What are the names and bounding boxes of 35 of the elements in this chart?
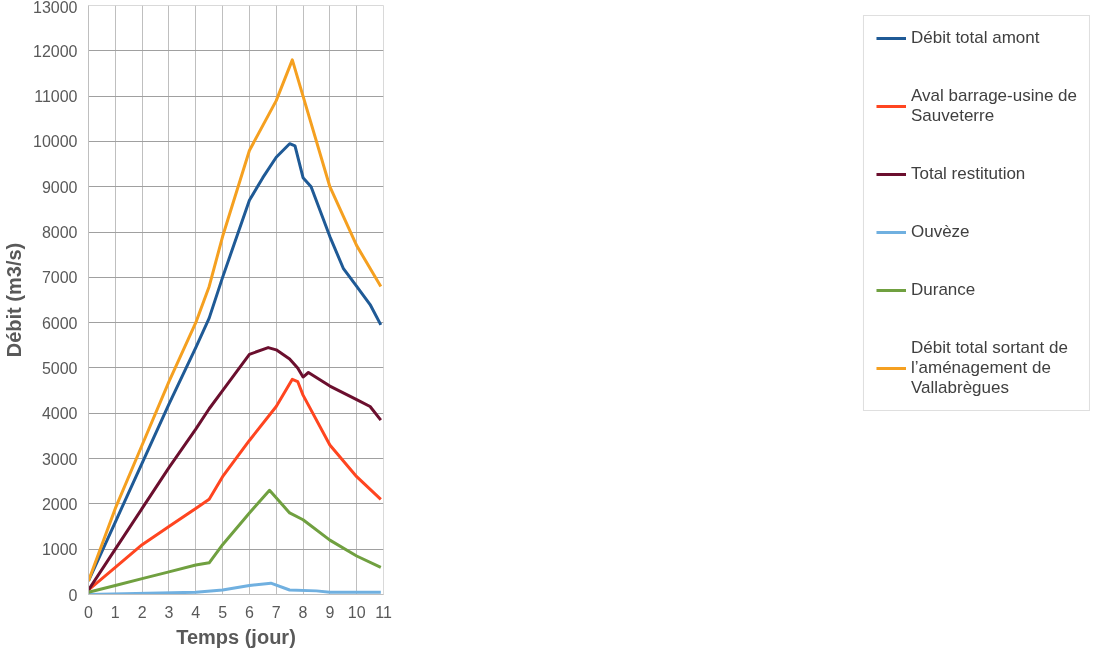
x-tick-label: 11 (375, 603, 392, 621)
x-tick-label: 6 (244, 603, 254, 621)
x-tick-label: 5 (218, 603, 228, 621)
x-tick-label: 10 (347, 603, 366, 621)
y-tick-label: 10000 (33, 133, 78, 151)
x-tick-label: 9 (325, 603, 335, 621)
y-tick-label: 3000 (41, 450, 78, 468)
line-series (88, 58, 383, 583)
x-tick-label: 8 (298, 603, 308, 621)
y-tick-label: 0 (68, 586, 78, 604)
x-tick-label: 2 (137, 603, 147, 621)
y-tick-label: 12000 (33, 42, 78, 60)
x-tick-label: 3 (164, 603, 174, 621)
y-tick-label: 8000 (41, 224, 78, 242)
y-tick-label: 1000 (41, 541, 78, 559)
legend-label: Débit total sortant de l’aménagement de Vallabrègues (910, 338, 1068, 398)
x-axis-title: Temps (jour) (176, 625, 296, 648)
legend-label: Débit total amont (910, 28, 1040, 48)
legend-label: Ouvèze (910, 222, 970, 242)
legend-label: Aval barrage-usine de Sauveterre (910, 86, 1077, 126)
y-tick-label: 2000 (41, 495, 78, 513)
x-tick-label: 1 (110, 603, 120, 621)
y-tick-label: 6000 (41, 314, 78, 332)
y-tick-label: 7000 (41, 269, 78, 287)
legend-label: Durance (910, 280, 976, 300)
y-tick-label: 13000 (33, 0, 78, 16)
legend-label: Total restitution (910, 164, 1026, 184)
y-axis-title: Débit (m3/s) (3, 242, 26, 358)
x-tick-label: 0 (84, 603, 94, 621)
x-tick-label: 4 (191, 603, 201, 621)
y-tick-label: 5000 (41, 359, 78, 377)
y-tick-label: 9000 (41, 178, 78, 196)
y-tick-label: 11000 (34, 88, 78, 106)
y-tick-label: 4000 (41, 405, 78, 423)
x-tick-label: 7 (271, 603, 281, 621)
